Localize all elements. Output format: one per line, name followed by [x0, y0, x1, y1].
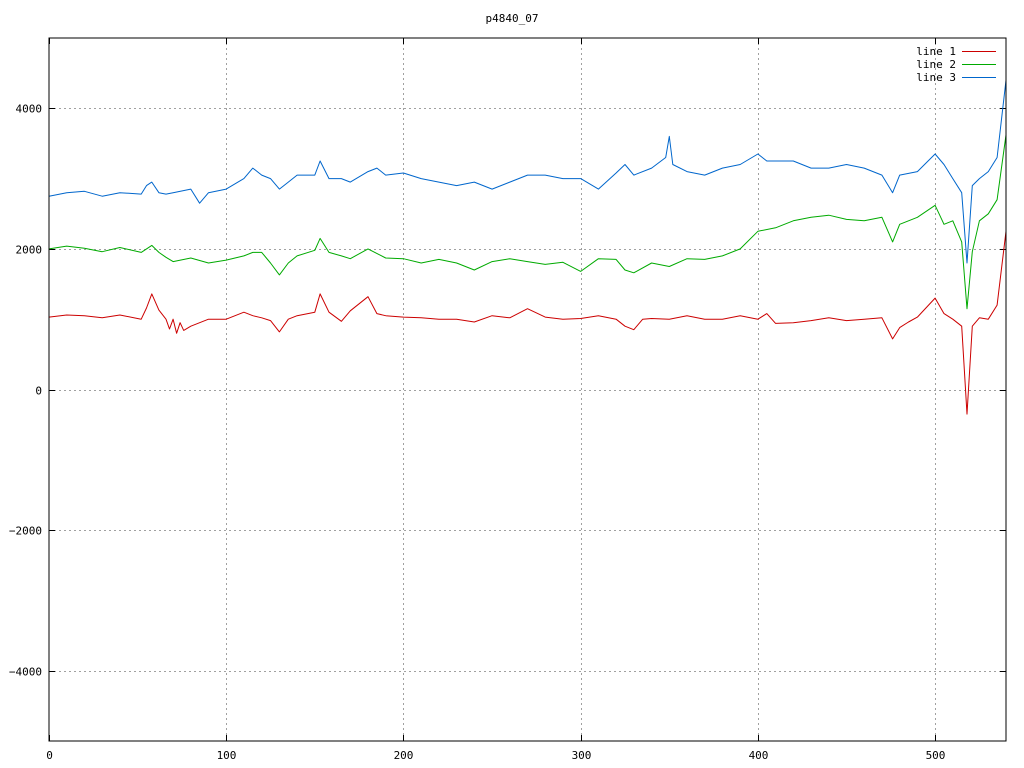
series-line-3 — [48, 80, 1007, 264]
x-tick-label: 0 — [46, 749, 53, 762]
series-line-2 — [48, 134, 1007, 310]
x-tick-label: 100 — [217, 749, 237, 762]
legend-label: line 2 — [916, 58, 956, 71]
x-tick-label: 200 — [394, 749, 414, 762]
legend-label: line 3 — [916, 71, 956, 84]
y-tick-label: 4000 — [16, 103, 43, 116]
y-tick-label: 0 — [35, 385, 42, 398]
y-tick-label: −4000 — [9, 666, 42, 679]
plot-frame — [48, 37, 1007, 742]
series-lines — [48, 80, 1007, 415]
x-tick-label: 500 — [926, 749, 946, 762]
x-tick-label: 300 — [572, 749, 592, 762]
axes: 0 100 200 300 400 500 −4000 −2000 0 2000 4000 — [9, 38, 1006, 762]
chart-title: p4840_07 — [486, 12, 539, 25]
y-tick-label: 2000 — [16, 244, 43, 257]
y-tick-label: −2000 — [9, 525, 42, 538]
legend-label: line 1 — [916, 45, 956, 58]
x-tick-label: 400 — [749, 749, 769, 762]
grid — [49, 38, 1006, 741]
series-line-1 — [48, 231, 1007, 415]
